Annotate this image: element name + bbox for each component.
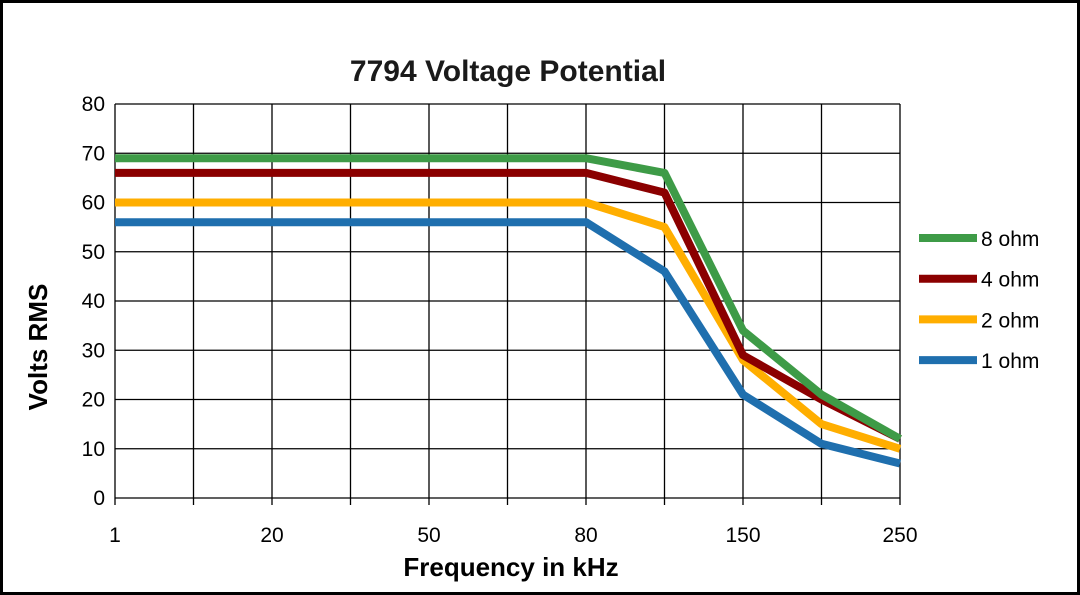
y-axis-title: Volts RMS (23, 284, 53, 411)
y-tick-label-20: 20 (82, 389, 105, 412)
x-tick-label-10: 250 (882, 524, 917, 547)
x-tick-label-0: 1 (109, 524, 121, 547)
legend-label-2-ohm: 2 ohm (981, 309, 1039, 332)
y-tick-label-30: 30 (82, 339, 105, 362)
x-tick-label-4: 50 (417, 524, 440, 547)
x-axis-title: Frequency in kHz (403, 552, 618, 582)
grid (114, 103, 901, 505)
chart-title: 7794 Voltage Potential (350, 55, 666, 88)
y-tick-label-80: 80 (82, 93, 105, 116)
x-tick-label-8: 150 (725, 524, 760, 547)
y-tick-label-10: 10 (82, 438, 105, 461)
x-tick-labels: 1 20 50 80 150 250 (109, 524, 917, 547)
series-line-2-ohm (115, 198, 902, 453)
series-line-1-ohm (115, 218, 901, 468)
legend-label-8-ohm: 8 ohm (981, 228, 1039, 251)
y-tick-label-50: 50 (82, 241, 105, 264)
y-tick-labels: 0 10 20 30 40 50 60 70 80 (82, 93, 105, 510)
y-tick-label-40: 40 (82, 290, 105, 313)
legend-label-4-ohm: 4 ohm (981, 269, 1039, 292)
series-line-4-ohm (115, 168, 902, 443)
x-tick-label-6: 80 (574, 524, 597, 547)
series-line-8-ohm (115, 154, 902, 443)
y-tick-label-60: 60 (82, 192, 105, 215)
y-tick-label-0: 0 (93, 487, 105, 510)
line-chart: 7794 Voltage Potential 0 10 20 30 40 50 60 70 80… (23, 55, 1039, 582)
series-lines (115, 154, 902, 468)
y-tick-label-70: 70 (82, 142, 105, 165)
legend-label-1-ohm: 1 ohm (981, 350, 1039, 373)
legend: 8 ohm 4 ohm 2 ohm 1 ohm (919, 228, 1039, 373)
x-tick-label-2: 20 (260, 524, 283, 547)
